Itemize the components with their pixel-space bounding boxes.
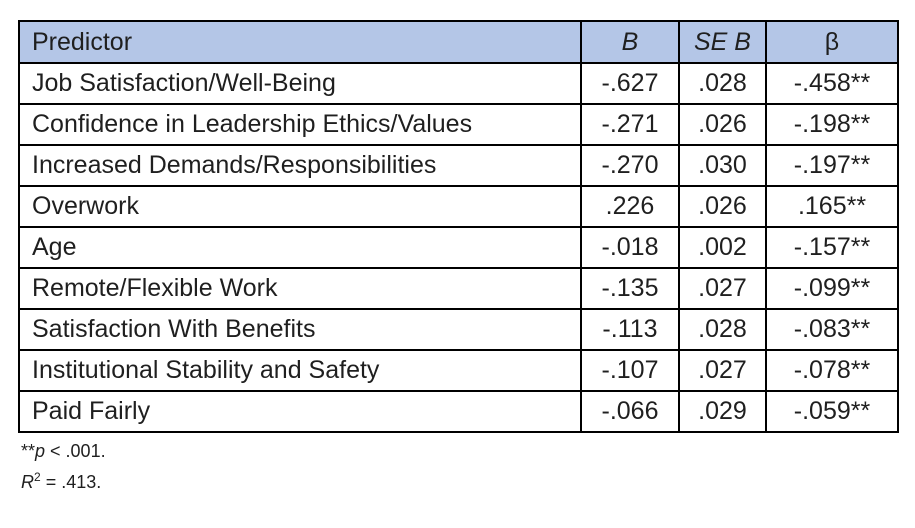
table-row: Confidence in Leadership Ethics/Values -… — [18, 103, 899, 146]
cell-beta: -.083** — [765, 308, 899, 351]
cell-se-b: .028 — [678, 308, 767, 351]
cell-predictor: Institutional Stability and Safety — [18, 349, 582, 392]
significance-stars: ** — [21, 441, 36, 461]
table-row: Institutional Stability and Safety -.107… — [18, 349, 899, 392]
cell-b: -.107 — [580, 349, 680, 392]
cell-beta: -.059** — [765, 390, 899, 433]
cell-beta: -.197** — [765, 144, 899, 187]
table-row: Increased Demands/Responsibilities -.270… — [18, 144, 899, 187]
column-header-beta: β — [765, 20, 899, 64]
cell-predictor: Age — [18, 226, 582, 269]
cell-predictor: Paid Fairly — [18, 390, 582, 433]
r-squared-note: R2 = .413. — [21, 467, 106, 498]
r-squared-superscript: 2 — [34, 470, 41, 484]
cell-predictor: Satisfaction With Benefits — [18, 308, 582, 351]
r-symbol: R — [21, 472, 34, 492]
column-header-se-b: SE B — [678, 20, 767, 64]
cell-se-b: .027 — [678, 267, 767, 310]
cell-predictor: Remote/Flexible Work — [18, 267, 582, 310]
cell-b: .226 — [580, 185, 680, 228]
table-row: Job Satisfaction/Well-Being -.627 .028 -… — [18, 62, 899, 105]
cell-b: -.113 — [580, 308, 680, 351]
cell-predictor: Job Satisfaction/Well-Being — [18, 62, 582, 105]
cell-beta: -.099** — [765, 267, 899, 310]
cell-se-b: .030 — [678, 144, 767, 187]
regression-results-table: Predictor B SE B β Job Satisfaction/Well… — [18, 20, 899, 433]
cell-b: -.627 — [580, 62, 680, 105]
cell-se-b: .028 — [678, 62, 767, 105]
column-header-b: B — [580, 20, 680, 64]
r-squared-value: = .413. — [40, 472, 102, 492]
cell-b: -.271 — [580, 103, 680, 146]
cell-beta: -.458** — [765, 62, 899, 105]
cell-b: -.066 — [580, 390, 680, 433]
cell-se-b: .026 — [678, 185, 767, 228]
cell-beta: -.078** — [765, 349, 899, 392]
table-row: Overwork .226 .026 .165** — [18, 185, 899, 228]
table-row: Satisfaction With Benefits -.113 .028 -.… — [18, 308, 899, 351]
cell-b: -.270 — [580, 144, 680, 187]
cell-b: -.018 — [580, 226, 680, 269]
significance-note: **p < .001. — [21, 436, 106, 467]
p-symbol: p — [35, 441, 46, 461]
cell-predictor: Confidence in Leadership Ethics/Values — [18, 103, 582, 146]
table-header-row: Predictor B SE B β — [18, 20, 899, 64]
cell-b: -.135 — [580, 267, 680, 310]
cell-predictor: Overwork — [18, 185, 582, 228]
cell-beta: -.157** — [765, 226, 899, 269]
cell-se-b: .026 — [678, 103, 767, 146]
table-footnotes: **p < .001. R2 = .413. — [21, 436, 106, 498]
cell-se-b: .002 — [678, 226, 767, 269]
table-row: Paid Fairly -.066 .029 -.059** — [18, 390, 899, 433]
cell-beta: -.198** — [765, 103, 899, 146]
significance-threshold: < .001. — [45, 441, 106, 461]
cell-se-b: .029 — [678, 390, 767, 433]
table-row: Age -.018 .002 -.157** — [18, 226, 899, 269]
cell-predictor: Increased Demands/Responsibilities — [18, 144, 582, 187]
table-row: Remote/Flexible Work -.135 .027 -.099** — [18, 267, 899, 310]
column-header-predictor: Predictor — [18, 20, 582, 64]
cell-se-b: .027 — [678, 349, 767, 392]
cell-beta: .165** — [765, 185, 899, 228]
